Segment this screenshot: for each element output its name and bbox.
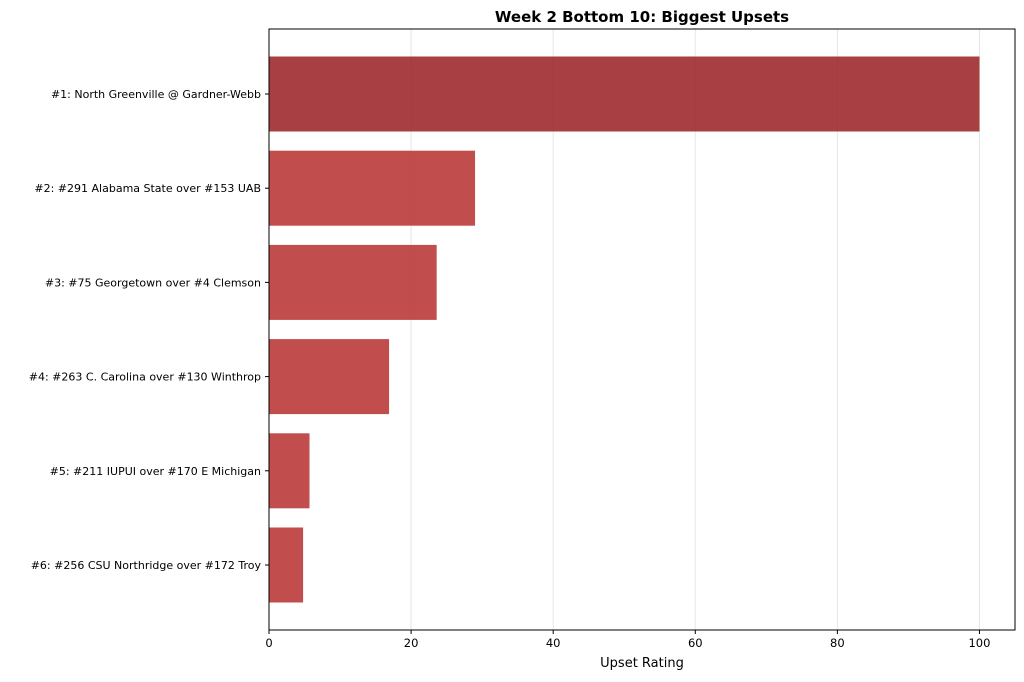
- x-tick-label: 100: [968, 636, 990, 650]
- chart-title: Week 2 Bottom 10: Biggest Upsets: [495, 8, 789, 26]
- bar: [269, 433, 310, 509]
- y-tick-label: #3: #75 Georgetown over #4 Clemson: [45, 276, 261, 289]
- bar: [269, 56, 980, 132]
- bar: [269, 527, 304, 603]
- plot-frame: [268, 28, 1016, 631]
- y-tick-label: #1: North Greenville @ Gardner-Webb: [51, 88, 261, 101]
- y-tick-label: #6: #256 CSU Northridge over #172 Troy: [31, 559, 262, 572]
- x-axis-label: Upset Rating: [600, 656, 684, 671]
- x-tick-label: 0: [265, 636, 272, 650]
- bar: [269, 339, 390, 415]
- x-tick-label: 40: [546, 636, 561, 650]
- y-tick-label: #4: #263 C. Carolina over #130 Winthrop: [29, 371, 261, 384]
- bar: [269, 244, 437, 320]
- y-tick-label: #5: #211 IUPUI over #170 E Michigan: [50, 465, 261, 478]
- x-tick-label: 60: [688, 636, 703, 650]
- bar: [269, 150, 476, 226]
- x-tick-label: 20: [404, 636, 419, 650]
- y-tick-label: #2: #291 Alabama State over #153 UAB: [34, 182, 261, 195]
- x-tick-label: 80: [830, 636, 845, 650]
